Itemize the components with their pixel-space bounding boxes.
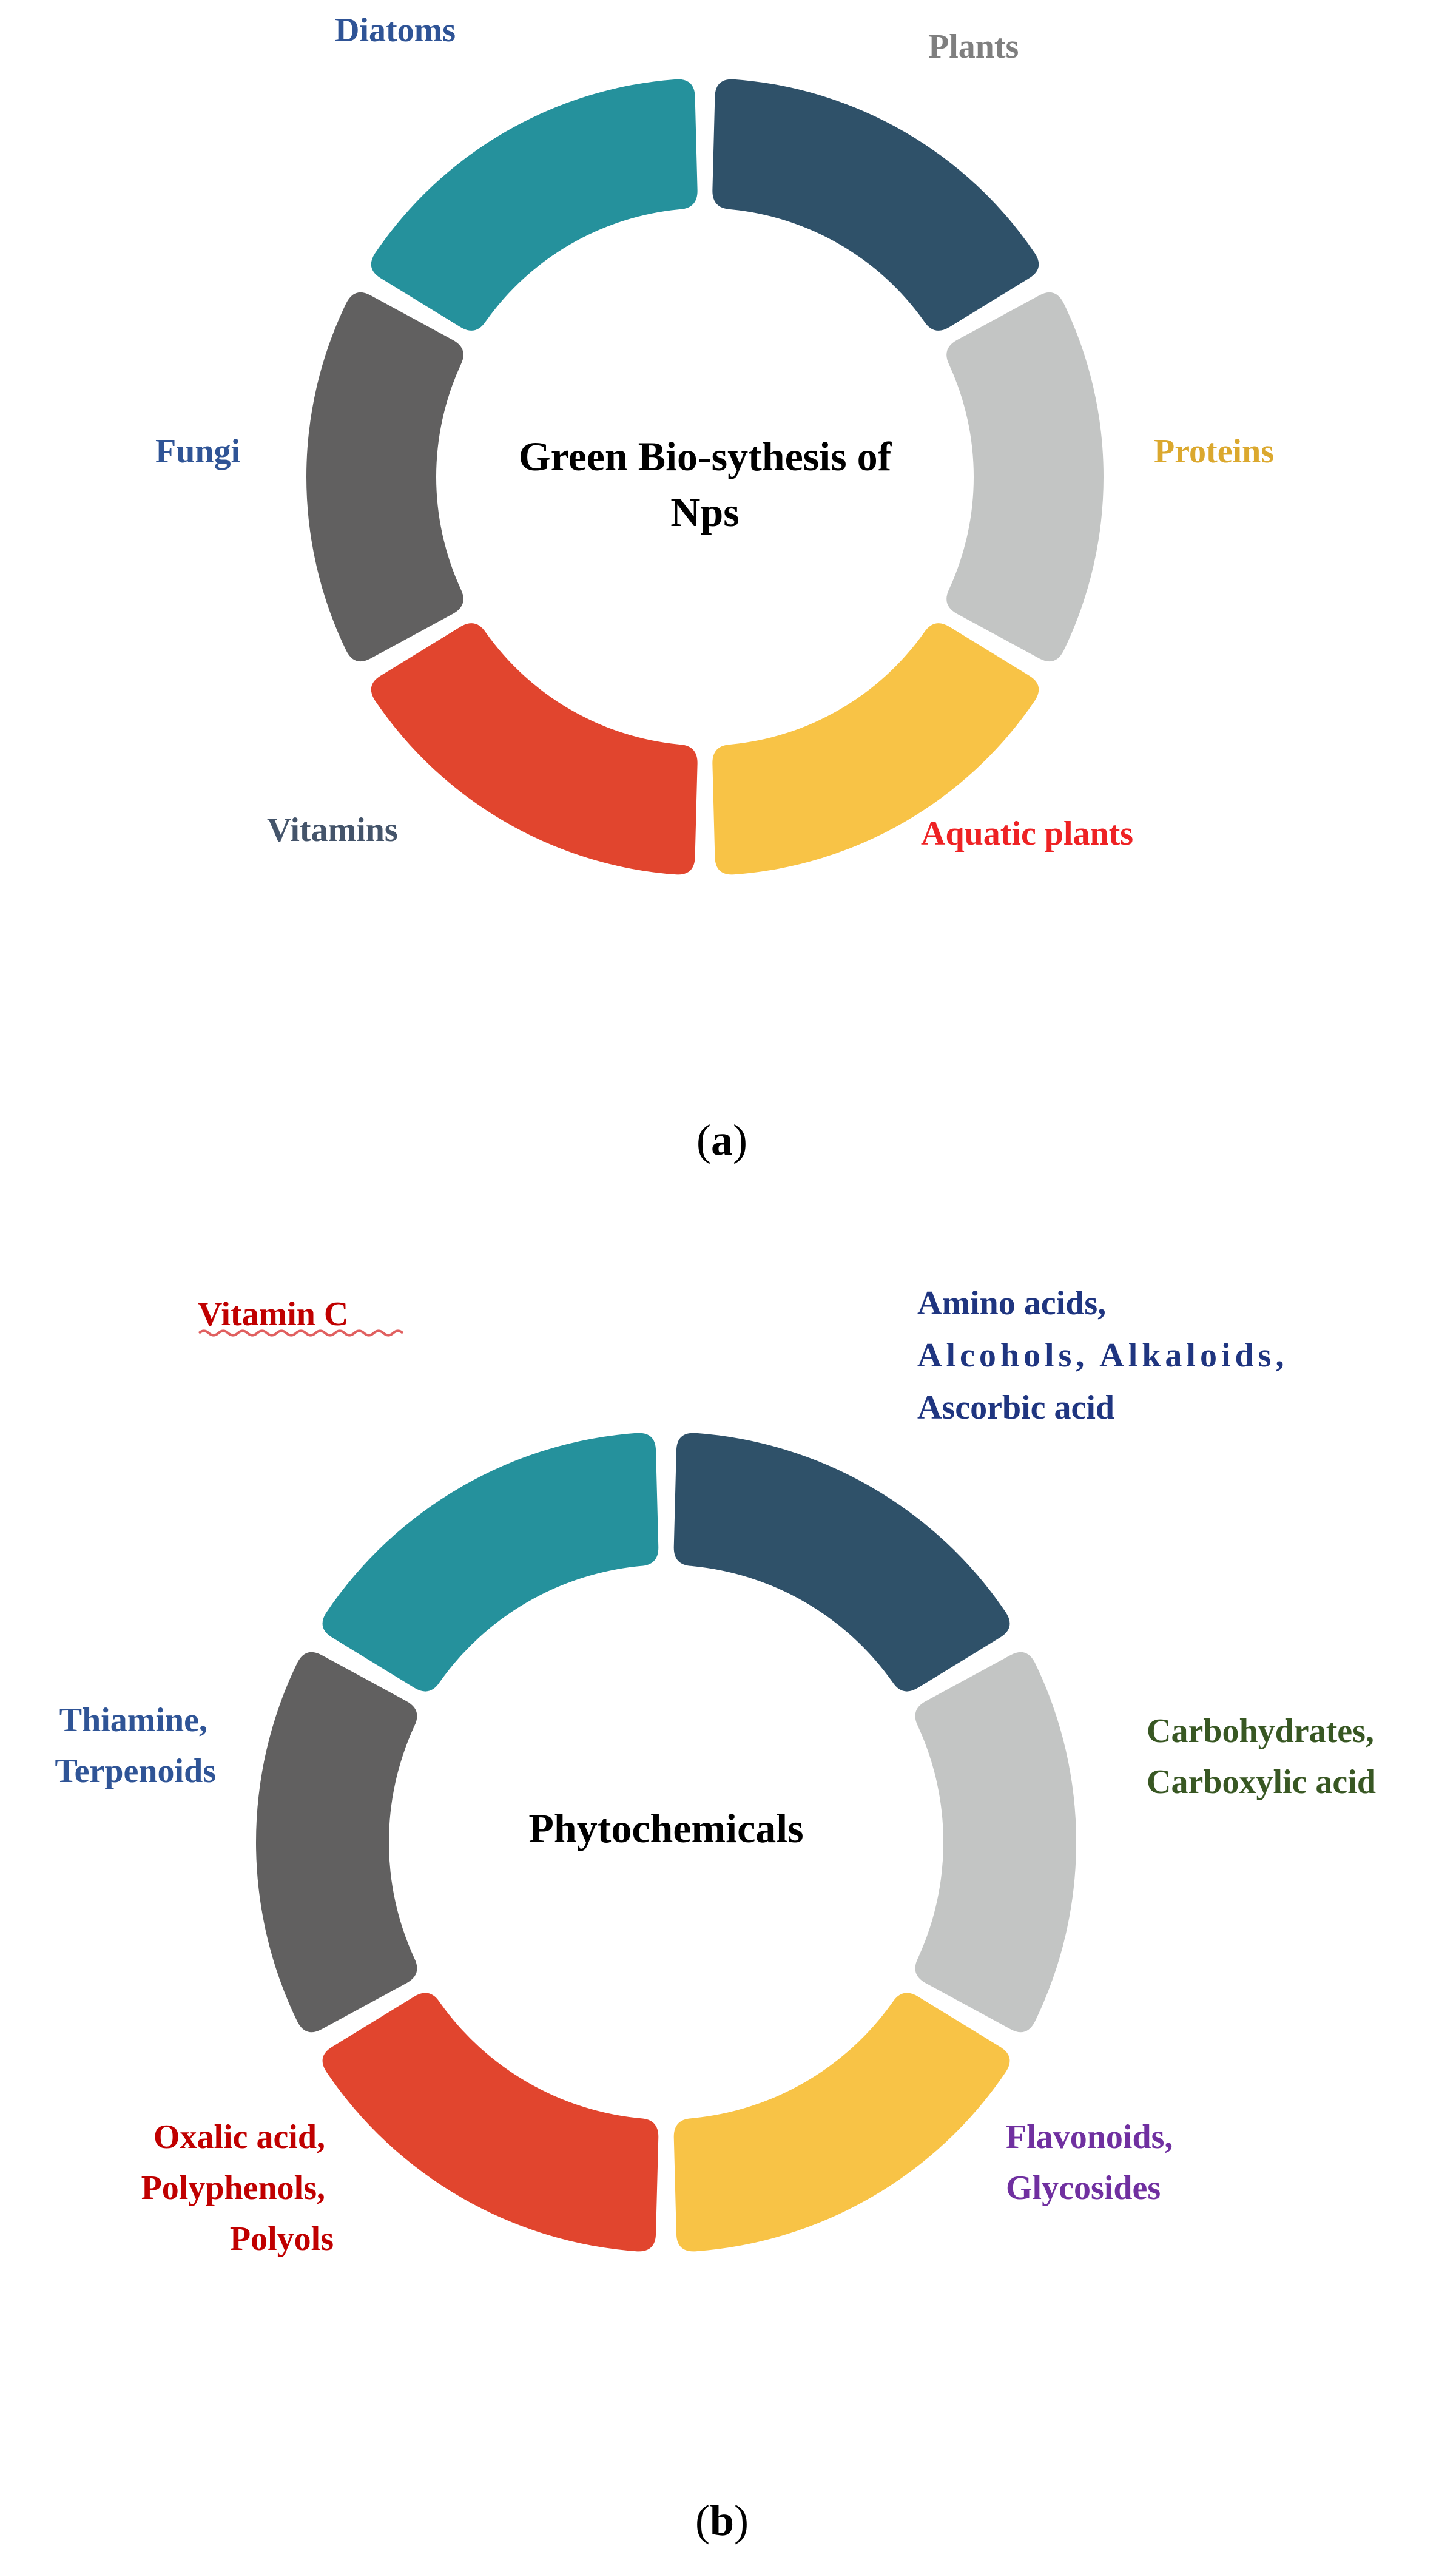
label-diatoms: Diatoms bbox=[335, 12, 456, 49]
ring-segment-fungi bbox=[371, 79, 698, 331]
ring-segment-carbohydrates bbox=[673, 1993, 1010, 2252]
label-flavonoids-line1: Flavonoids, bbox=[1006, 2118, 1173, 2156]
label-amino-acids-line3: Ascorbic acid bbox=[917, 1389, 1114, 1427]
label-amino-acids-line2: Alcohols, Alkaloids, bbox=[917, 1337, 1288, 1374]
label-thiamine-line1: Thiamine, bbox=[59, 1701, 207, 1739]
ring-segment-plants bbox=[946, 292, 1104, 662]
label-flavonoids: Flavonoids, Glycosides bbox=[1006, 2118, 1181, 2207]
label-flavonoids-line2: Glycosides bbox=[1006, 2169, 1161, 2207]
label-oxalic-acid-line2: Polyphenols, bbox=[141, 2169, 325, 2207]
label-oxalic-acid: Oxalic acid, Polyphenols, Polyols bbox=[141, 2118, 334, 2258]
label-vitamins: Vitamins bbox=[267, 811, 398, 849]
ring-b bbox=[255, 1433, 1077, 2252]
panel-caption-a: (a) bbox=[696, 1116, 747, 1164]
ring-segment-proteins bbox=[712, 623, 1039, 875]
ring-a bbox=[306, 79, 1104, 875]
spellcheck-underline bbox=[198, 1329, 404, 1337]
center-title-a-line2: Nps bbox=[670, 489, 739, 535]
label-thiamine-line2: Terpenoids bbox=[55, 1752, 216, 1790]
ring-segment-thiamine bbox=[322, 1433, 659, 1692]
label-carbohydrates-line2: Carboxylic acid bbox=[1147, 1763, 1376, 1801]
label-thiamine: Thiamine, Terpenoids bbox=[55, 1701, 216, 1790]
panel-caption-b: (b) bbox=[695, 2496, 749, 2545]
label-amino-acids: Amino acids, Alcohols, Alkaloids, Ascorb… bbox=[917, 1285, 1296, 1427]
ring-segment-amino-acids bbox=[915, 1652, 1077, 2033]
label-carbohydrates-line1: Carbohydrates, bbox=[1147, 1712, 1374, 1750]
ring-segment-diatoms bbox=[712, 79, 1039, 331]
ring-segment-vitamin-c bbox=[673, 1433, 1010, 1692]
label-plants: Plants bbox=[928, 28, 1019, 66]
label-aquatic-plants: Aquatic plants bbox=[921, 815, 1133, 853]
label-proteins: Proteins bbox=[1154, 433, 1274, 470]
center-title-b: Phytochemicals bbox=[528, 1805, 803, 1851]
ring-segment-vitamins bbox=[306, 292, 463, 662]
center-title-a: Green Bio-sythesis of bbox=[519, 433, 892, 479]
ring-segment-aquatic-plants bbox=[371, 623, 698, 875]
panel-a: Green Bio-sythesis of Nps Diatoms Plants… bbox=[155, 12, 1274, 1164]
label-fungi: Fungi bbox=[155, 433, 240, 470]
ring-segment-oxalic-acid bbox=[255, 1652, 417, 2033]
label-oxalic-acid-line3: Polyols bbox=[230, 2220, 334, 2258]
label-amino-acids-line1: Amino acids, bbox=[917, 1285, 1106, 1322]
panel-b: Phytochemicals Vitamin C Amino acids, Al… bbox=[55, 1285, 1383, 2545]
ring-segment-flavonoids bbox=[322, 1993, 659, 2252]
label-carbohydrates: Carbohydrates, Carboxylic acid bbox=[1147, 1712, 1383, 1801]
label-oxalic-acid-line1: Oxalic acid, bbox=[153, 2118, 325, 2156]
label-vitamin-c: Vitamin C bbox=[198, 1295, 348, 1333]
